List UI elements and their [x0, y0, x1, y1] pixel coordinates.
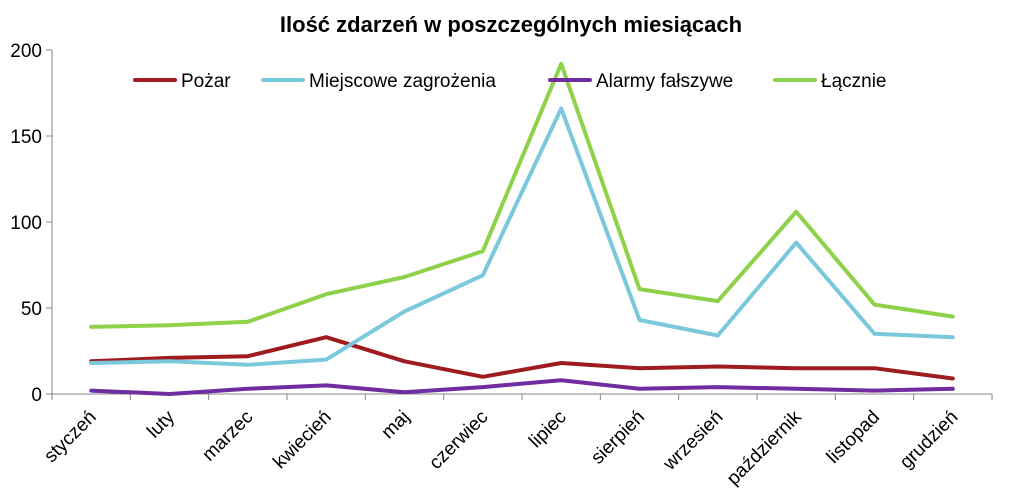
- x-tick-label: sierpień: [587, 407, 649, 469]
- legend-label-2: Alarmy fałszywe: [596, 71, 733, 92]
- x-tick-label: grudzień: [896, 407, 962, 473]
- x-tick-label: październik: [723, 406, 806, 489]
- x-tick-label: lipiec: [525, 407, 570, 452]
- x-tick-label: styczeń: [40, 407, 100, 467]
- y-tick-label: 0: [31, 385, 42, 406]
- legend-label-1: Miejscowe zagrożenia: [309, 71, 496, 92]
- legend-label-0: Pożar: [181, 71, 231, 92]
- series-line-1: [89, 106, 955, 367]
- x-tick-label: czerwiec: [425, 407, 492, 474]
- x-tick-label: maj: [378, 407, 415, 444]
- legend-label-3: Łącznie: [821, 71, 887, 92]
- x-tick-label: kwiecień: [269, 407, 335, 473]
- y-tick-label: 50: [21, 299, 42, 320]
- series-line-0: [89, 335, 955, 381]
- y-tick-label: 200: [10, 41, 42, 62]
- x-tick-label: listopad: [823, 407, 884, 468]
- chart-title: Ilość zdarzeń w poszczególnych miesiącac…: [279, 12, 743, 37]
- series-line-2: [89, 378, 955, 396]
- series-line-3: [89, 61, 955, 329]
- x-tick-label: wrzesień: [659, 407, 728, 476]
- y-tick-label: 100: [10, 213, 42, 234]
- legend: Pożar Miejscowe zagrożenia Alarmy fałszywe…: [133, 71, 887, 92]
- series-lines: [89, 61, 955, 396]
- x-tick-label: luty: [143, 406, 179, 442]
- x-tick-label: marzec: [198, 407, 257, 466]
- axes: 0 50 100 150 200 styczeń luty marzec kwiecień maj…: [10, 41, 993, 489]
- y-tick-label: 150: [10, 127, 42, 148]
